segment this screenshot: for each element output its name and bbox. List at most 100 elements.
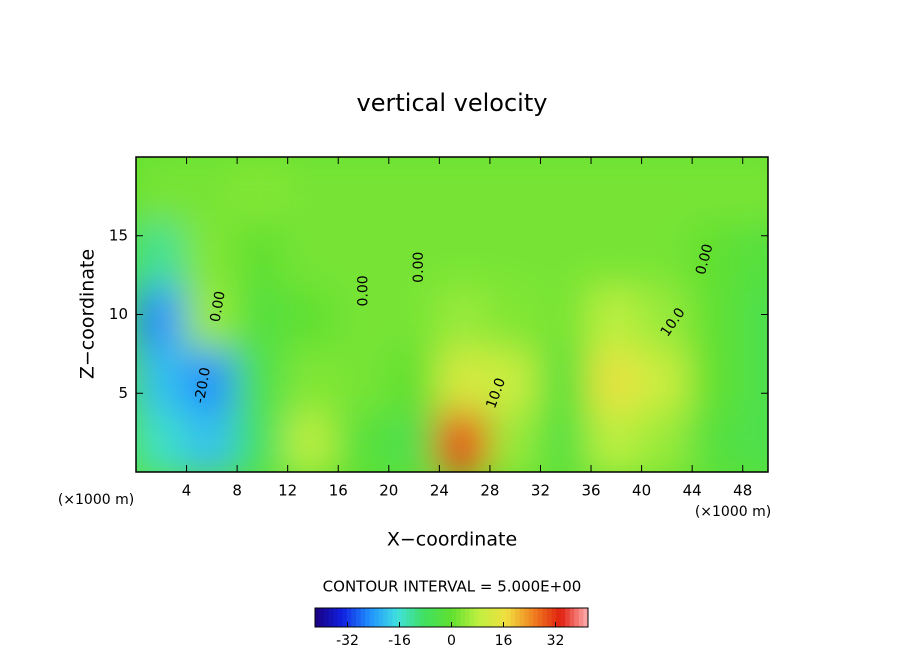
colorbar-tick-label: 0 [447,633,456,649]
field-cell [638,342,696,413]
colorbar-segment [419,608,425,627]
colorbar-segment [346,608,352,627]
x-tick-label: 48 [733,482,752,500]
colorbar-segment [578,608,584,627]
colorbar-segment [342,608,348,627]
field-cell [689,342,746,413]
field-cell [436,405,493,472]
colorbar-segment [465,608,471,627]
contour-label: 0.00 [208,290,229,323]
colorbar-segment [392,608,398,627]
colorbar-segment [583,608,589,627]
field-cell [335,342,392,413]
colorbar-segment [510,608,516,627]
field-cell [136,279,190,350]
colorbar-segment [569,608,575,627]
colorbar-segment [515,608,521,627]
y-tick-label: 5 [118,384,128,402]
field-cell [537,279,595,350]
colorbar-segment [524,608,530,627]
field-cell [436,342,493,413]
colorbar-segment [319,608,325,627]
field-cell [385,405,443,472]
field [136,157,768,472]
colorbar-segment [410,608,416,627]
field-cell [183,405,241,472]
field-cell [689,216,746,287]
colorbar-segment [474,608,480,627]
colorbar-segment [528,608,534,627]
field-cell [183,342,241,413]
colorbar-segment [415,608,421,627]
field-cell [739,405,768,472]
x-tick-label: 4 [182,482,192,500]
field-cell [486,216,544,287]
colorbar-tick-label: 32 [547,633,565,649]
colorbar-segment [437,608,443,627]
field-cell [284,405,342,472]
field-cell [689,157,746,224]
field-cell [689,279,746,350]
x-tick-label: 28 [480,482,499,500]
colorbar-segment [428,608,434,627]
field-cell [486,279,544,350]
field-cell [638,279,696,350]
field-cell [739,342,768,413]
field-cell [234,216,291,287]
y-tick-label: 15 [109,226,128,244]
colorbar-segment [542,608,548,627]
colorbar-segment [483,608,489,627]
colorbar-segment [378,608,384,627]
x-tick-label: 20 [379,482,398,500]
field-cell [234,405,291,472]
field-cell [136,405,190,472]
field-cell [537,216,595,287]
colorbar-segment [519,608,525,627]
colorbar-segment [551,608,557,627]
field-cells [136,157,768,472]
field-cell [486,157,544,224]
field-cell [588,279,645,350]
x-tick-label: 32 [531,482,550,500]
field-cell [183,157,241,224]
colorbar-segment [433,608,439,627]
contour-label: 0.00 [693,242,717,276]
colorbar-segment [501,608,507,627]
field-cell [284,216,342,287]
x-tick-label: 24 [430,482,449,500]
field-cell [588,216,645,287]
colorbar-segment [406,608,412,627]
x-tick-label: 36 [581,482,600,500]
colorbar-tick-label: -16 [388,633,411,649]
colorbar-segment [460,608,466,627]
field-cell [689,405,746,472]
field-cell [638,157,696,224]
colorbar-segment [478,608,484,627]
field-cell [486,405,544,472]
field-cell [436,157,493,224]
colorbar-segment [383,608,389,627]
colorbar-segment [506,608,512,627]
x-tick-label: 40 [632,482,651,500]
colorbar-segment [369,608,375,627]
colorbar-segment [451,608,457,627]
colorbar-segment [365,608,371,627]
y-tick-label: 10 [109,305,128,323]
field-cell [234,157,291,224]
field-cell [739,216,768,287]
field-cell [436,216,493,287]
field-cell [335,216,392,287]
field-cell [588,405,645,472]
field-cell [588,342,645,413]
field-cell [436,279,493,350]
contour-label: 0.00 [356,275,372,306]
colorbar-segment [446,608,452,627]
field-cell [385,157,443,224]
y-unit-label: (×1000 m) [58,492,134,508]
field-cell [183,279,241,350]
field-cell [486,342,544,413]
colorbar-segment [324,608,330,627]
colorbar-segment [469,608,475,627]
colorbar-segment [537,608,543,627]
